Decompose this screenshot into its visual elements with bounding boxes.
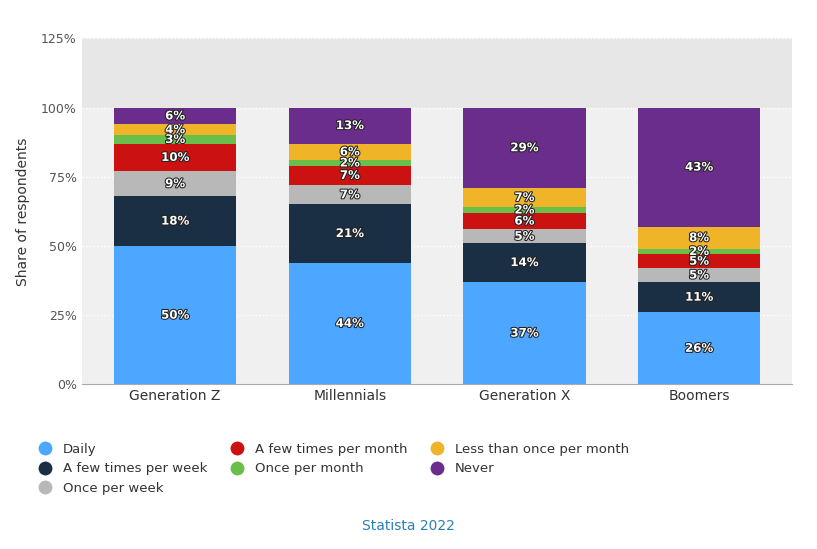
Text: 37%: 37% bbox=[511, 327, 538, 340]
Text: 7%: 7% bbox=[340, 169, 359, 182]
Text: 10%: 10% bbox=[161, 151, 189, 164]
Bar bbox=[114, 196, 236, 246]
Bar bbox=[463, 229, 586, 243]
Text: 43%: 43% bbox=[685, 161, 713, 173]
Bar bbox=[638, 282, 760, 312]
Bar bbox=[463, 108, 586, 188]
Text: 44%: 44% bbox=[336, 317, 364, 330]
Text: 21%: 21% bbox=[336, 227, 364, 240]
Bar bbox=[114, 171, 236, 196]
Bar bbox=[288, 144, 411, 160]
Bar bbox=[463, 282, 586, 384]
Bar bbox=[114, 144, 236, 171]
Text: 7%: 7% bbox=[515, 191, 534, 204]
Bar bbox=[82, 38, 792, 108]
Bar bbox=[288, 185, 411, 204]
Bar bbox=[638, 312, 760, 384]
Text: 50%: 50% bbox=[161, 309, 190, 322]
Bar bbox=[463, 243, 586, 282]
Text: 8%: 8% bbox=[689, 231, 709, 244]
Text: 7%: 7% bbox=[340, 188, 359, 201]
Text: 5%: 5% bbox=[689, 268, 709, 282]
Text: 6%: 6% bbox=[340, 145, 359, 158]
Bar bbox=[463, 207, 586, 213]
Bar bbox=[463, 188, 586, 207]
Text: 6%: 6% bbox=[515, 215, 534, 227]
Bar bbox=[288, 108, 411, 144]
Text: 2%: 2% bbox=[340, 156, 359, 170]
Bar bbox=[638, 108, 760, 227]
Text: 18%: 18% bbox=[161, 215, 190, 227]
Text: 6%: 6% bbox=[165, 109, 185, 122]
Y-axis label: Share of respondents: Share of respondents bbox=[16, 137, 30, 285]
Bar bbox=[638, 249, 760, 254]
Bar bbox=[638, 268, 760, 282]
Bar bbox=[114, 124, 236, 135]
Bar bbox=[288, 160, 411, 166]
Bar bbox=[114, 108, 236, 124]
Text: 9%: 9% bbox=[165, 177, 185, 190]
Bar bbox=[288, 262, 411, 384]
Text: 4%: 4% bbox=[165, 123, 185, 136]
Bar bbox=[114, 246, 236, 384]
Text: 11%: 11% bbox=[685, 290, 713, 304]
Text: 3%: 3% bbox=[165, 133, 185, 146]
Text: 26%: 26% bbox=[685, 342, 713, 355]
Bar bbox=[463, 213, 586, 229]
Text: 2%: 2% bbox=[689, 245, 709, 258]
Text: 2%: 2% bbox=[515, 204, 534, 216]
Text: 29%: 29% bbox=[511, 141, 538, 154]
Bar bbox=[288, 204, 411, 262]
Text: 5%: 5% bbox=[515, 230, 534, 243]
Bar bbox=[288, 166, 411, 185]
Bar bbox=[114, 135, 236, 144]
Bar bbox=[638, 227, 760, 249]
Text: Statista 2022: Statista 2022 bbox=[362, 518, 455, 533]
Text: 5%: 5% bbox=[689, 255, 709, 268]
Bar bbox=[638, 254, 760, 268]
Text: 13%: 13% bbox=[336, 119, 364, 132]
Legend: Daily, A few times per week, Once per week, A few times per month, Once per mont: Daily, A few times per week, Once per we… bbox=[31, 443, 629, 495]
Text: 14%: 14% bbox=[511, 256, 538, 269]
